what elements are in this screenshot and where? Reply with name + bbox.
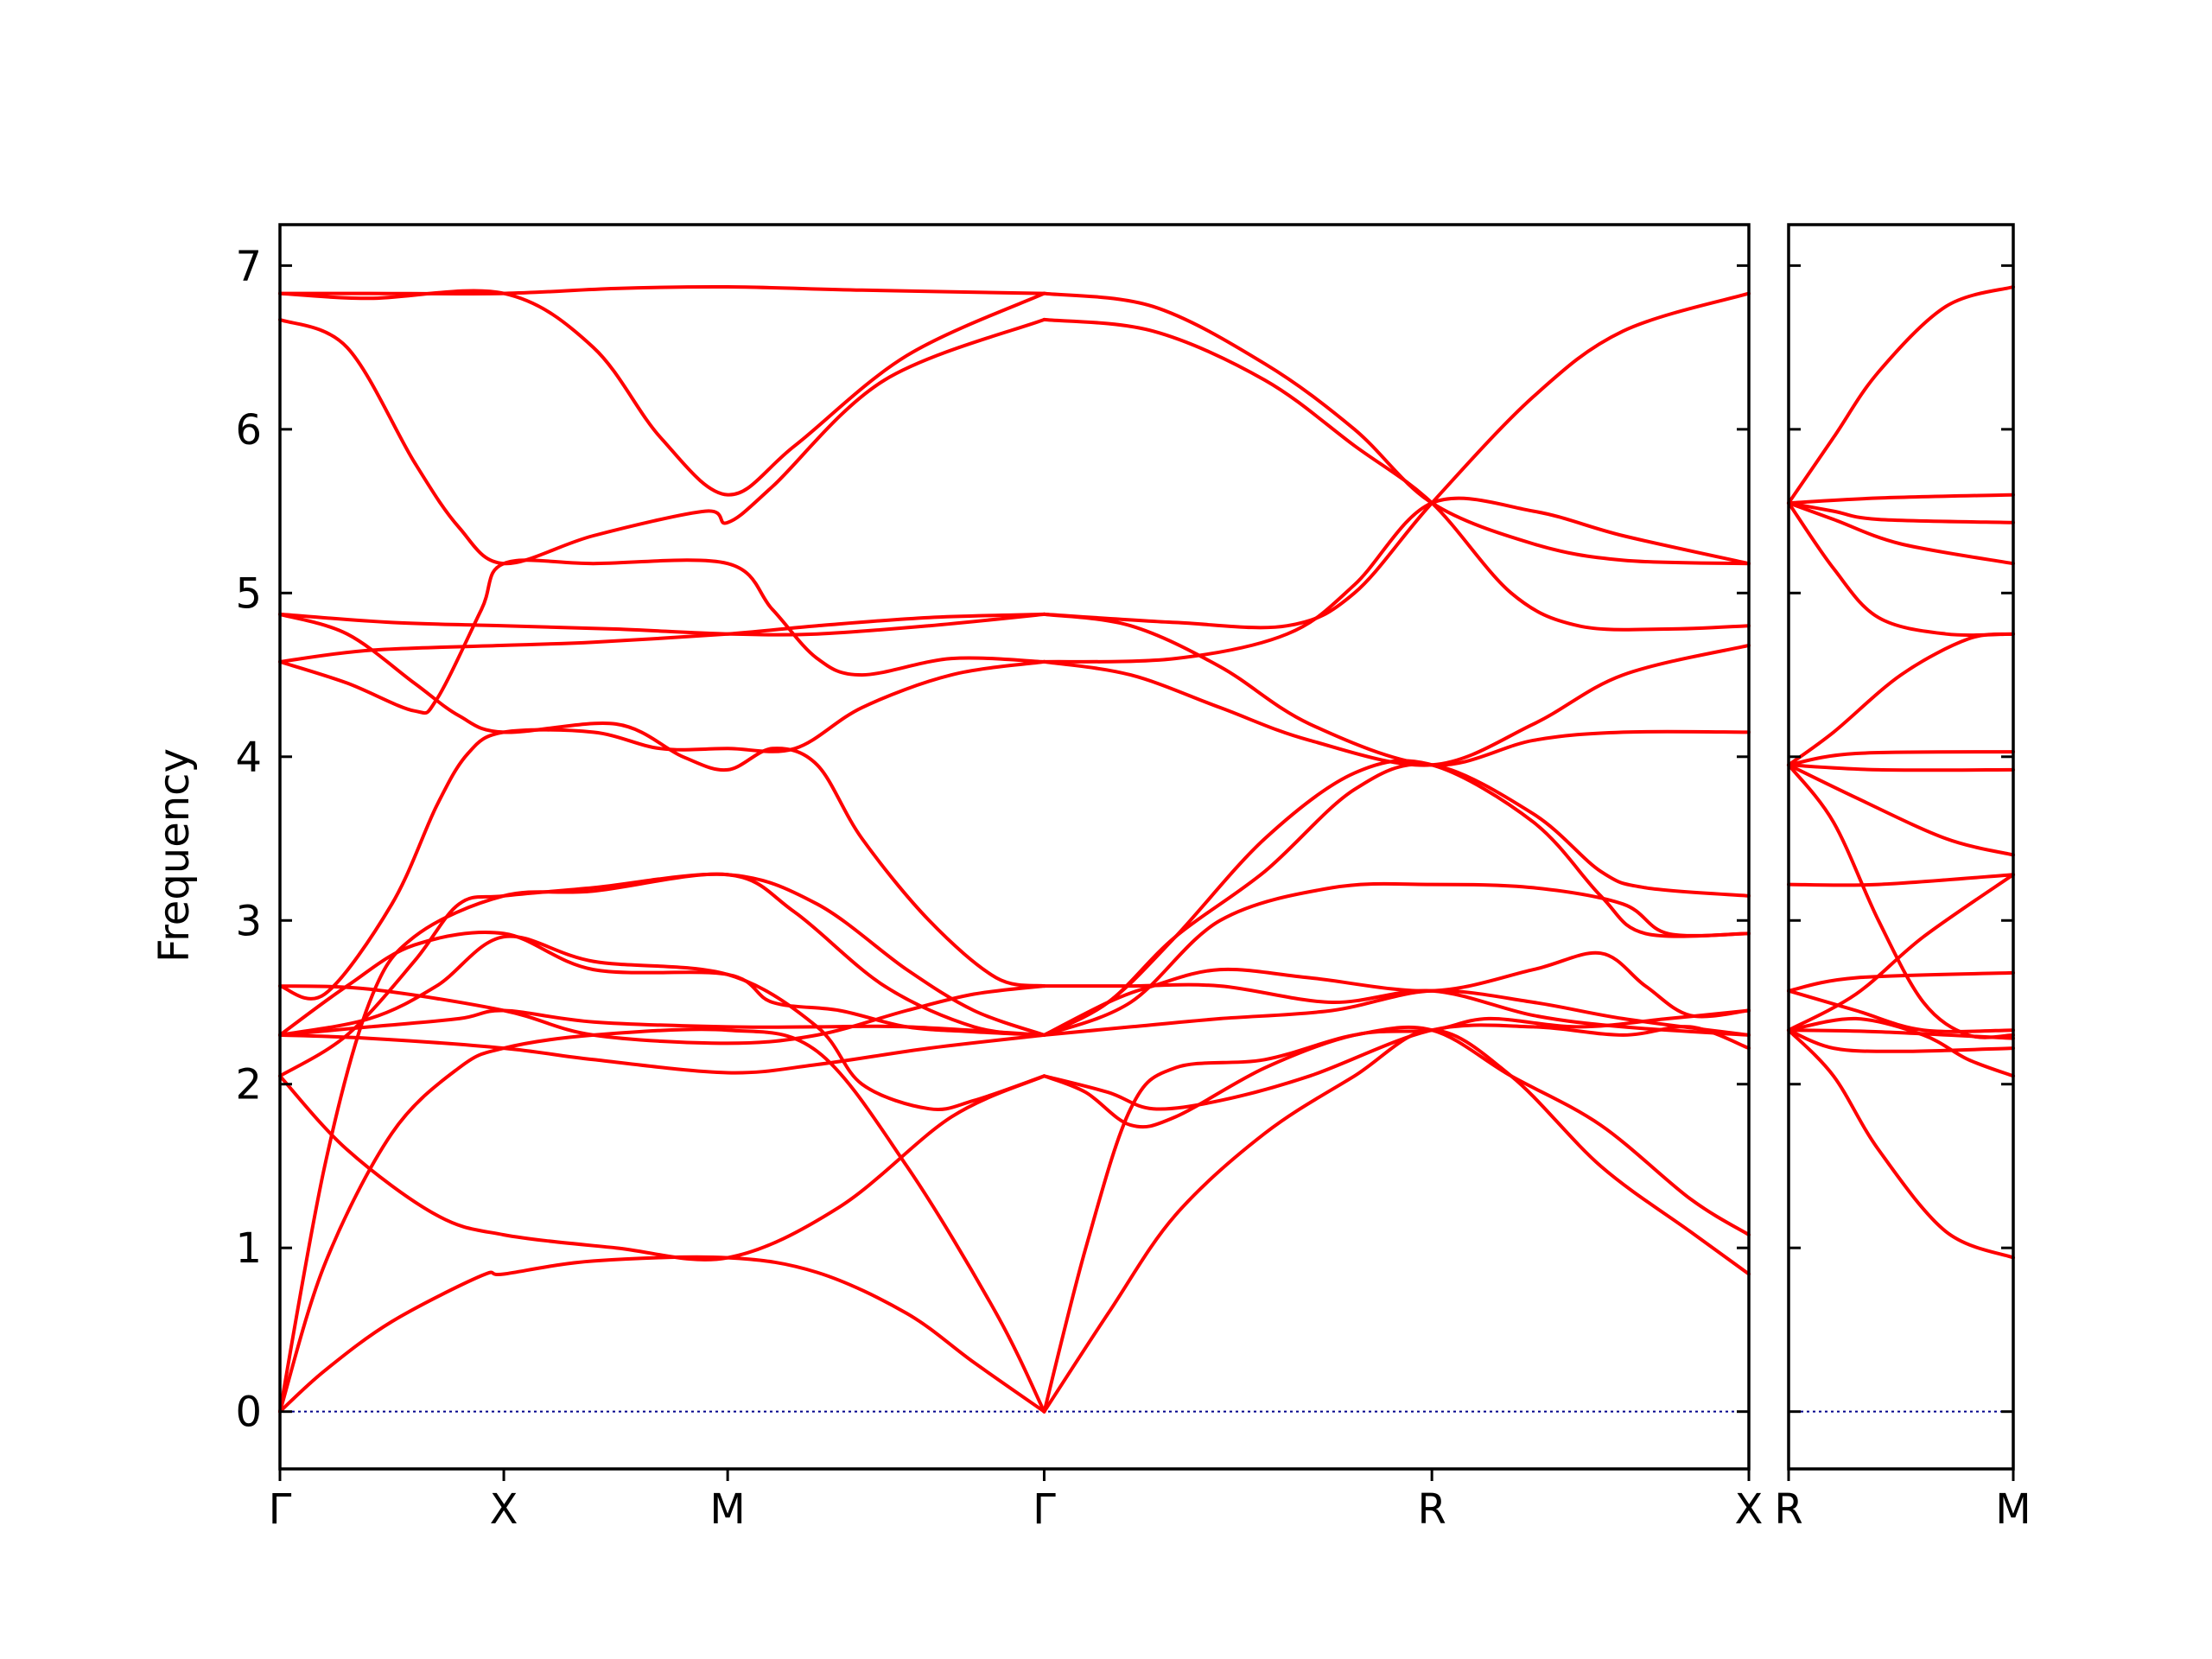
band-left-10 bbox=[278, 984, 1046, 1046]
band-left-11 bbox=[278, 659, 1046, 1001]
band-right-18 bbox=[1787, 1028, 2015, 1260]
band-left-15 bbox=[278, 612, 1046, 988]
ytick-label-6: 6 bbox=[235, 406, 262, 454]
band-left-7 bbox=[278, 1008, 1046, 1037]
band-right-13 bbox=[1787, 988, 2015, 1033]
plot-frame-right bbox=[1787, 223, 2015, 1471]
band-left-33 bbox=[1042, 1025, 1751, 1414]
band-right-10 bbox=[1787, 763, 2015, 1039]
band-left-29 bbox=[1042, 982, 1751, 1037]
band-right-5 bbox=[1787, 501, 2015, 638]
xtick-label-right-1: M bbox=[1995, 1485, 2031, 1534]
band-right-4 bbox=[1787, 501, 2015, 566]
band-left-12 bbox=[278, 558, 1046, 715]
band-left-13 bbox=[278, 612, 1046, 664]
band-right-2 bbox=[1787, 493, 2015, 505]
xtick-label-left-4: R bbox=[1417, 1485, 1446, 1534]
ytick-label-0: 0 bbox=[235, 1389, 262, 1437]
band-right-7 bbox=[1787, 750, 2015, 767]
band-left-22 bbox=[1042, 496, 1751, 664]
band-left-6 bbox=[278, 934, 1046, 1111]
band-left-5 bbox=[278, 872, 1046, 1078]
y-axis: 0 1 2 3 4 5 6 7 bbox=[235, 242, 262, 1436]
ytick-label-5: 5 bbox=[235, 569, 262, 618]
band-left-34 bbox=[1042, 1028, 1751, 1414]
ytick-label-7: 7 bbox=[235, 242, 262, 290]
plot-frame-left bbox=[278, 223, 1751, 1471]
band-right-9 bbox=[1787, 763, 2015, 857]
band-right-15 bbox=[1787, 1028, 2015, 1040]
band-left-24 bbox=[1042, 643, 1751, 767]
band-left-14 bbox=[278, 612, 1046, 637]
band-right-8 bbox=[1787, 763, 2015, 772]
ytick-label-3: 3 bbox=[235, 897, 262, 945]
band-left-31 bbox=[1042, 1023, 1751, 1111]
ytick-label-1: 1 bbox=[235, 1224, 262, 1273]
band-left-26 bbox=[1042, 759, 1751, 1037]
band-left-2 bbox=[278, 1027, 1046, 1414]
band-left-3 bbox=[278, 872, 1046, 1414]
band-right-1 bbox=[1787, 285, 2015, 505]
band-left-19 bbox=[1042, 291, 1751, 566]
band-left-30 bbox=[1042, 988, 1751, 1037]
xtick-label-left-2: M bbox=[709, 1485, 745, 1534]
band-left-20 bbox=[1042, 317, 1751, 632]
xtick-label-left-1: X bbox=[490, 1485, 518, 1534]
band-right-17 bbox=[1787, 1016, 2015, 1078]
band-left-8 bbox=[278, 1033, 1046, 1075]
band-left-4 bbox=[278, 1074, 1046, 1262]
band-left-23 bbox=[1042, 612, 1751, 767]
band-left-18 bbox=[278, 317, 1046, 566]
ytick-label-2: 2 bbox=[235, 1061, 262, 1109]
band-left-9 bbox=[278, 931, 1046, 1037]
band-left-16 bbox=[278, 284, 1046, 296]
band-right-11 bbox=[1787, 873, 2015, 887]
band-left-17 bbox=[278, 289, 1046, 497]
band-right-6 bbox=[1787, 632, 2015, 767]
band-right-16 bbox=[1787, 1028, 2015, 1053]
band-left-21 bbox=[1042, 291, 1751, 630]
band-left-1 bbox=[278, 1255, 1046, 1414]
y-axis-label: Frequency bbox=[150, 748, 199, 963]
band-right-3 bbox=[1787, 501, 2015, 524]
xtick-label-right-0: R bbox=[1774, 1485, 1802, 1534]
band-left-27 bbox=[1042, 881, 1751, 1037]
xtick-label-left-0: Γ bbox=[269, 1485, 292, 1534]
band-right-14 bbox=[1787, 873, 2015, 1033]
xtick-label-left-3: Γ bbox=[1033, 1485, 1056, 1534]
ytick-label-4: 4 bbox=[235, 734, 262, 782]
band-right-12 bbox=[1787, 970, 2015, 993]
xtick-label-left-5: X bbox=[1735, 1485, 1764, 1534]
